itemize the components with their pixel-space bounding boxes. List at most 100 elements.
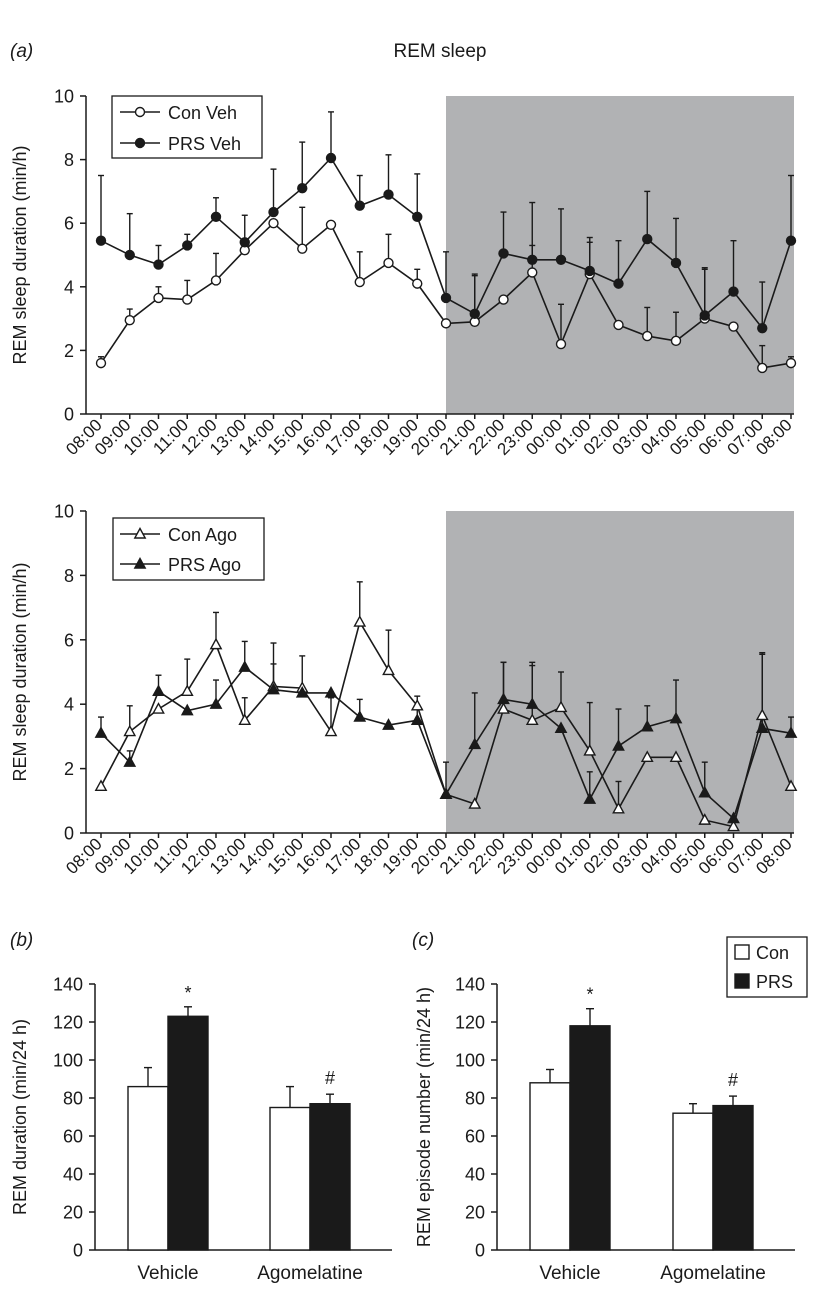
legend-marker-con-ago-icon — [133, 527, 147, 539]
panel-a2-point-prs-ago — [554, 721, 568, 734]
panel-c-y-tick-label: 0 — [475, 1241, 485, 1261]
panel-a2-point-con-ago — [94, 779, 108, 792]
legend-swatch-con — [734, 944, 750, 960]
panel-a-y-tick-label: 6 — [64, 214, 74, 234]
panel-a2-point-con-ago — [784, 779, 798, 792]
panel-c-category-label: Agomelatine — [660, 1263, 766, 1284]
panel-a2-point-con-ago — [468, 797, 482, 809]
panel-a2-y-tick-label: 4 — [64, 695, 74, 715]
panel-a-point-prs-veh — [383, 189, 394, 200]
panel-b-bar-con-agomelatine — [269, 1106, 311, 1251]
panel-a-y-tick-label: 2 — [64, 341, 74, 361]
panel-a-point-prs-veh — [210, 211, 222, 223]
panel-a-point-con-veh — [95, 357, 107, 369]
panel-c-y-tick-label: 140 — [455, 975, 485, 995]
panel-a-point-con-veh — [297, 243, 308, 254]
panel-a-point-con-veh — [757, 362, 768, 374]
panel-a-point-prs-veh — [95, 235, 107, 246]
panel-a2-point-prs-ago — [583, 792, 597, 804]
panel-a-point-prs-veh — [124, 249, 135, 261]
panel-a-point-prs-veh — [182, 240, 193, 251]
panel-a2-point-con-ago — [353, 615, 367, 627]
panel-a2-point-con-ago — [525, 713, 539, 725]
panel-a-label: (a) — [10, 41, 33, 62]
panel-b-category-label: Agomelatine — [257, 1263, 363, 1284]
panel-a-point-con-veh — [210, 275, 222, 286]
legend-marker-prs-veh-icon — [134, 137, 146, 149]
panel-a-point-con-veh — [325, 219, 337, 230]
legend-label-con-ago: Con Ago — [168, 525, 237, 545]
panel-a-y-tick-label: 4 — [64, 277, 74, 297]
panel-b-bar-prs-agomelatine — [309, 1102, 351, 1251]
panel-a-point-con-veh — [527, 267, 538, 278]
legend-label-con: Con — [756, 943, 789, 963]
panel-a-y-axis-label: REM sleep duration (min/h) — [10, 145, 30, 364]
panel-a2-point-prs-ago — [295, 685, 309, 698]
panel-a2-point-prs-ago — [698, 785, 712, 798]
panel-b-category-label: Vehicle — [137, 1263, 198, 1284]
panel-a2-point-con-ago — [727, 819, 740, 832]
panel-a-point-prs-veh — [642, 233, 653, 245]
panel-b-bar-con-vehicle — [127, 1085, 169, 1251]
panel-a2-point-prs-ago — [410, 713, 424, 725]
panel-a2-point-prs-ago — [669, 711, 683, 724]
panel-a2-point-con-ago — [640, 750, 654, 763]
panel-a2-y-tick-label: 10 — [54, 502, 74, 522]
panel-b-significance-marker: # — [325, 1068, 335, 1088]
panel-a-point-prs-veh — [527, 254, 538, 265]
panel-a2-point-con-ago — [180, 684, 194, 697]
panel-a2-point-con-ago — [612, 801, 625, 814]
panel-a-y-tick-label: 0 — [64, 405, 74, 425]
panel-b-label: (b) — [10, 930, 33, 951]
panel-a-point-prs-veh — [670, 257, 682, 269]
panel-c-y-axis-label: REM episode number (min/24 h) — [414, 987, 434, 1247]
panel-a2-y-tick-label: 0 — [64, 824, 74, 844]
panel-a-point-con-veh — [412, 278, 423, 289]
panel-a2-point-prs-ago — [727, 811, 740, 824]
panel-a2-dark-period-shading — [446, 511, 794, 833]
panel-c-legend: Con PRS — [726, 936, 808, 998]
panel-c-y-tick-label: 120 — [455, 1013, 485, 1033]
panel-a-point-prs-veh — [297, 183, 308, 194]
panel-a-point-prs-veh — [584, 265, 595, 277]
panel-a-point-prs-veh — [268, 206, 279, 218]
panel-a-point-con-veh — [555, 338, 567, 350]
panel-a-point-prs-veh — [153, 259, 164, 270]
panel-a2-point-prs-ago — [353, 710, 367, 722]
panel-a-point-prs-veh — [613, 278, 624, 289]
panel-a-point-prs-veh — [728, 286, 739, 297]
panel-a2-point-prs-ago — [267, 682, 280, 695]
legend-label-prs-veh: PRS Veh — [168, 134, 241, 154]
panel-b-y-tick-label: 100 — [53, 1051, 83, 1071]
panel-c-y-tick-label: 60 — [465, 1127, 485, 1147]
panel-c-y-tick-label: 80 — [465, 1089, 485, 1109]
panel-a-point-con-veh — [124, 314, 135, 326]
panel-a2-legend: Con Ago PRS Ago — [112, 517, 265, 581]
panel-c-category-label: Vehicle — [539, 1263, 600, 1284]
panel-a2-point-con-ago — [324, 724, 338, 737]
panel-a-point-prs-veh — [469, 308, 480, 320]
panel-a2-point-con-ago — [669, 750, 683, 763]
panel-a2-point-prs-ago — [238, 660, 252, 672]
panel-a2-point-prs-ago — [439, 787, 453, 800]
panel-a2-point-con-ago — [209, 637, 223, 650]
panel-a-point-con-veh — [354, 276, 365, 288]
panel-b-y-tick-label: 20 — [63, 1203, 83, 1223]
panel-a2-point-prs-ago — [382, 718, 395, 730]
panel-a-point-con-veh — [498, 294, 509, 305]
panel-a2-point-prs-ago — [640, 719, 654, 732]
panel-a-point-con-veh — [268, 217, 279, 229]
panel-a-point-prs-veh — [239, 237, 250, 248]
panel-a2-point-con-ago — [382, 663, 395, 676]
panel-b-bar-prs-vehicle — [167, 1015, 209, 1251]
legend-label-prs-ago: PRS Ago — [168, 555, 241, 575]
legend-marker-con-veh-icon — [134, 106, 146, 118]
panel-c-y-tick-label: 40 — [465, 1165, 485, 1185]
panel-a2-point-prs-ago — [784, 726, 798, 738]
legend-label-prs: PRS — [756, 972, 793, 992]
panel-a-point-prs-veh — [325, 152, 337, 164]
panel-a2-point-prs-ago — [468, 737, 482, 750]
panel-a2-point-con-ago — [554, 700, 568, 713]
panel-a-point-con-veh — [670, 335, 682, 347]
panel-c-bar-prs-agomelatine — [712, 1104, 754, 1251]
